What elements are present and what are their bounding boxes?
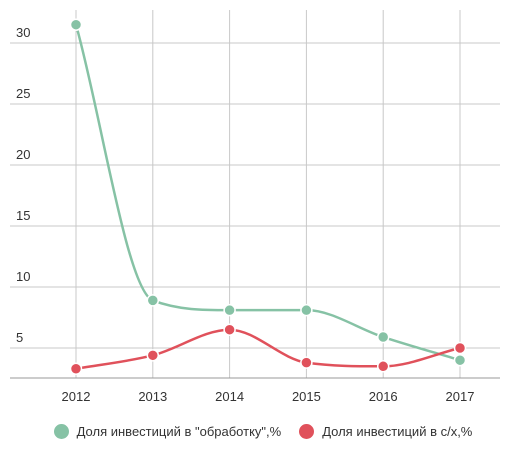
data-point-0[interactable] bbox=[300, 303, 313, 317]
chart-legend: Доля инвестиций в "обработку",% Доля инв… bbox=[0, 424, 526, 439]
series-line-1 bbox=[75, 328, 461, 370]
data-point-0[interactable] bbox=[146, 294, 160, 307]
chart-grid bbox=[10, 10, 500, 379]
data-point-1[interactable] bbox=[146, 349, 160, 362]
data-point-1[interactable] bbox=[300, 356, 313, 369]
x-tick-label: 2015 bbox=[292, 389, 321, 404]
y-tick-label: 30 bbox=[16, 25, 30, 40]
legend-marker-agriculture bbox=[299, 424, 315, 439]
x-tick-label: 2017 bbox=[446, 389, 475, 404]
legend-label-agriculture: Доля инвестиций в с/х,% bbox=[322, 424, 473, 439]
legend-item-agriculture[interactable]: Доля инвестиций в с/х,% bbox=[299, 424, 472, 439]
x-tick-label: 2012 bbox=[62, 389, 91, 404]
data-point-0[interactable] bbox=[376, 330, 390, 344]
data-point-1[interactable] bbox=[223, 323, 236, 336]
x-tick-label: 2016 bbox=[369, 389, 398, 404]
x-tick-label: 2013 bbox=[138, 389, 167, 404]
y-tick-label: 25 bbox=[16, 86, 30, 101]
chart-series bbox=[69, 18, 467, 375]
legend-marker-processing bbox=[53, 424, 69, 439]
x-tick-label: 2014 bbox=[215, 389, 244, 404]
data-point-0[interactable] bbox=[223, 303, 236, 317]
data-point-0[interactable] bbox=[453, 353, 467, 367]
y-tick-label: 10 bbox=[16, 269, 30, 284]
line-chart: 5 10 15 20 25 30 2012 2013 2014 2015 2016 2017 bbox=[10, 10, 500, 404]
y-tick-label: 5 bbox=[16, 330, 23, 345]
legend-item-processing[interactable]: Доля инвестиций в "обработку",% bbox=[53, 424, 282, 439]
data-point-1[interactable] bbox=[69, 362, 83, 375]
x-axis-labels: 2012 2013 2014 2015 2016 2017 bbox=[62, 389, 475, 404]
y-axis-labels: 5 10 15 20 25 30 bbox=[16, 25, 30, 345]
data-point-1[interactable] bbox=[453, 341, 467, 355]
y-tick-label: 15 bbox=[16, 208, 30, 223]
y-tick-label: 20 bbox=[16, 147, 30, 162]
series-line-0 bbox=[74, 24, 461, 362]
legend-label-processing: Доля инвестиций в "обработку",% bbox=[76, 424, 282, 439]
data-point-1[interactable] bbox=[376, 360, 390, 373]
data-point-0[interactable] bbox=[69, 18, 83, 31]
